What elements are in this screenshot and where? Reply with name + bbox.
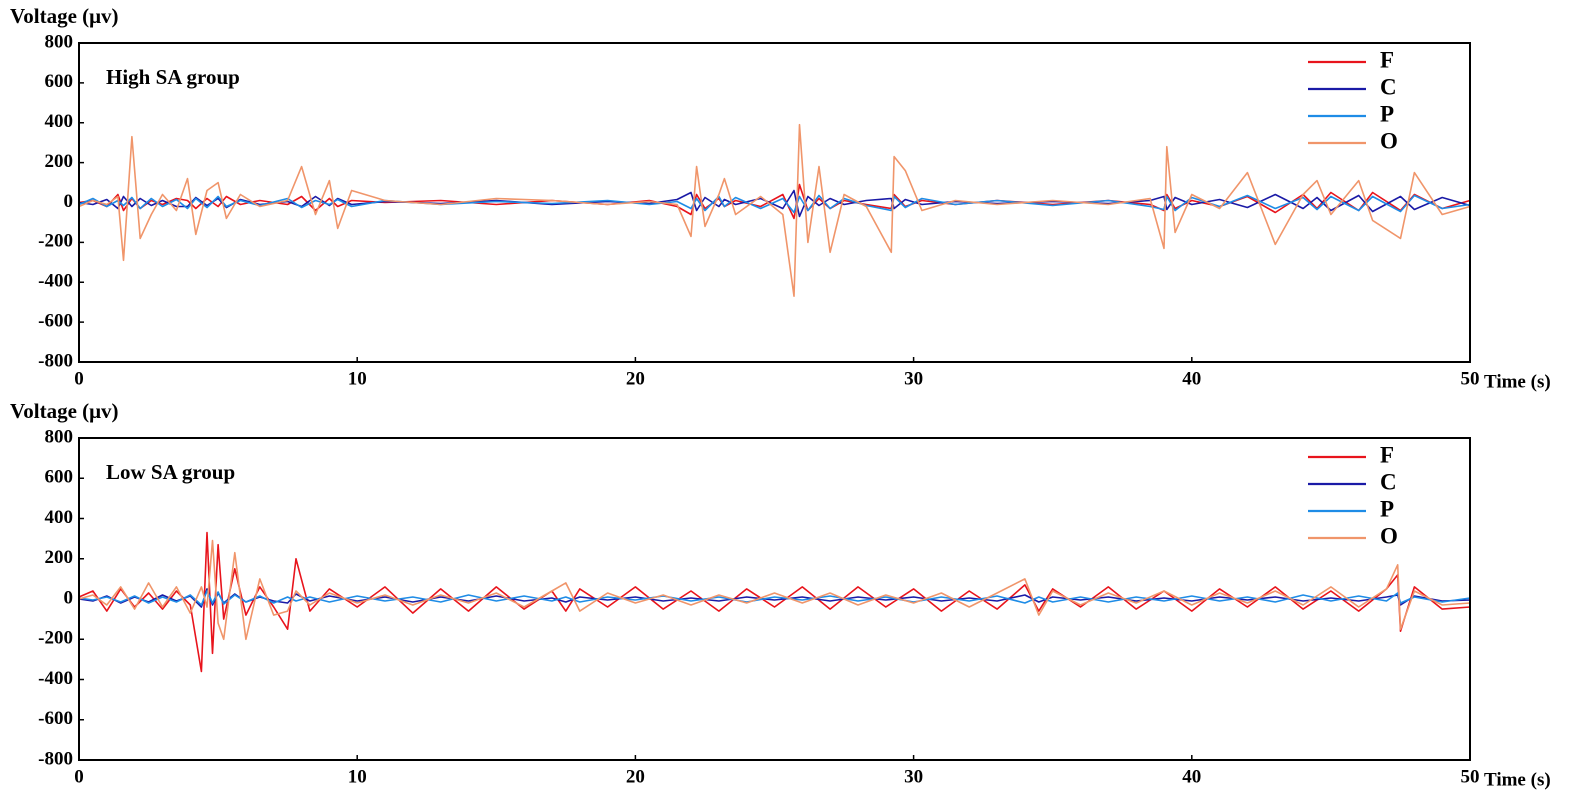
x-tick-label: 30 [904,368,923,389]
x-tick-label: 10 [348,368,367,389]
x-axis-label: Time (s) [1484,371,1551,392]
legend-label: C [1380,469,1397,494]
x-tick-label: 0 [74,368,84,389]
y-tick-label: -600 [38,310,73,331]
y-tick-label: 0 [64,587,74,608]
y-tick-label: -400 [38,668,73,689]
series-line [78,539,1471,641]
series-line [78,531,1471,673]
y-tick-label: 600 [45,71,74,92]
y-tick-label: 200 [45,151,74,172]
y-tick-label: -800 [38,748,73,769]
x-tick-label: 20 [626,368,645,389]
y-tick-label: 800 [45,426,74,447]
legend-label: O [1380,523,1398,548]
x-tick-label: 10 [348,766,367,787]
plot-frame [78,42,1471,363]
y-tick-label: 200 [45,547,74,568]
legend-label: P [1380,101,1394,126]
series-line [78,123,1471,297]
annotation: Low SA group [106,460,235,484]
x-tick-label: 50 [1461,368,1480,389]
chart-panel: Voltage (μv) Time (s) Low SA group -800 -600… [10,399,1551,791]
legend-label: P [1380,496,1394,521]
y-tick-label: 400 [45,507,74,528]
y-tick-label: 400 [45,111,74,132]
y-tick-label: 600 [45,467,74,488]
y-tick-label: 0 [64,191,74,212]
y-tick-label: -400 [38,271,73,292]
y-tick-label: -200 [38,231,73,252]
y-tick-label: -600 [38,708,73,729]
x-axis-label: Time (s) [1484,769,1551,790]
annotation: High SA group [106,65,240,89]
x-tick-label: 30 [904,766,923,787]
series-line [78,588,1471,608]
chart-panel: Voltage (μv) Time (s) High SA group -800 -60… [10,4,1551,393]
y-axis-label: Voltage (μv) [10,4,119,28]
x-tick-label: 20 [626,766,645,787]
x-tick-label: 40 [1182,766,1201,787]
series-line [78,189,1471,218]
legend-label: O [1380,128,1398,153]
legend-label: C [1380,74,1397,99]
y-tick-label: -800 [38,350,73,371]
x-tick-label: 0 [74,766,84,787]
x-tick-label: 50 [1461,766,1480,787]
legend-label: F [1380,47,1394,72]
y-tick-label: -200 [38,628,73,649]
series-line [78,590,1471,606]
y-tick-label: 800 [45,31,74,52]
x-tick-label: 40 [1182,368,1201,389]
y-axis-label: Voltage (μv) [10,399,119,423]
legend-label: F [1380,442,1394,467]
plot-frame [78,437,1471,761]
